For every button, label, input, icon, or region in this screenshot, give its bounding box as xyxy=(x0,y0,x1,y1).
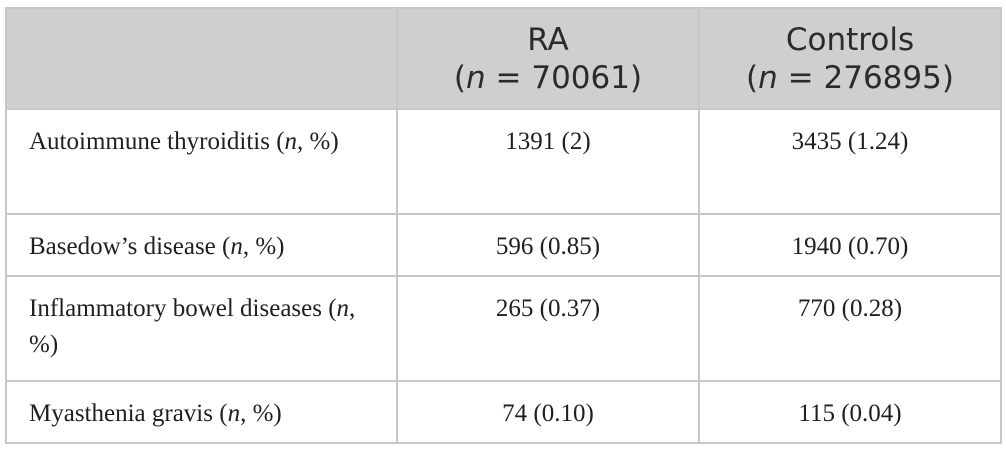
row-label: Inflammatory bowel diseases (n, %) xyxy=(5,275,398,382)
row-label: Myasthenia gravis (n, %) xyxy=(5,380,398,444)
comorbidity-table-container: RA (n = 70061) Controls (n = 276895) Aut… xyxy=(5,7,1002,444)
comorbidity-table: RA (n = 70061) Controls (n = 276895) Aut… xyxy=(5,7,1002,444)
controls-value: 3435 (1.24) xyxy=(698,108,1002,215)
ra-value: 1391 (2) xyxy=(396,108,700,215)
table-row: Basedow’s disease (n, %) 596 (0.85) 1940… xyxy=(5,213,1002,277)
ra-value: 265 (0.37) xyxy=(396,275,700,382)
header-controls-n: n xyxy=(758,59,778,96)
header-controls-name: Controls xyxy=(785,21,915,58)
row-label-text: Autoimmune thyroiditis ( xyxy=(29,128,285,155)
row-label-n: n xyxy=(284,128,298,155)
table-body: Autoimmune thyroiditis (n, %) 1391 (2) 3… xyxy=(5,108,1002,444)
header-ra-name: RA xyxy=(527,21,569,58)
header-controls-open: ( xyxy=(746,59,759,96)
row-label-n: n xyxy=(230,233,243,260)
header-controls-count: (n = 276895) xyxy=(710,59,990,97)
row-label-tail: , %) xyxy=(242,233,285,260)
controls-value: 770 (0.28) xyxy=(698,275,1002,382)
row-label-text: Inflammatory bowel diseases ( xyxy=(29,295,337,322)
ra-value: 596 (0.85) xyxy=(396,213,700,277)
header-controls: Controls (n = 276895) xyxy=(698,7,1002,110)
controls-value: 1940 (0.70) xyxy=(698,213,1002,277)
header-ra-n: n xyxy=(466,59,486,96)
header-ra: RA (n = 70061) xyxy=(396,7,700,110)
header-empty-cell xyxy=(5,7,398,110)
row-label-tail: , %) xyxy=(240,400,282,427)
header-ra-n-value: = 70061) xyxy=(485,59,643,96)
header-row: RA (n = 70061) Controls (n = 276895) xyxy=(5,7,1002,110)
row-label-tail: , %) xyxy=(29,295,356,358)
row-label-n: n xyxy=(227,400,241,427)
row-label-text: Basedow’s disease ( xyxy=(29,233,231,260)
row-label: Basedow’s disease (n, %) xyxy=(5,213,398,277)
table-row: Autoimmune thyroiditis (n, %) 1391 (2) 3… xyxy=(5,108,1002,215)
row-label-tail: , %) xyxy=(297,128,339,155)
table-row: Inflammatory bowel diseases (n, %) 265 (… xyxy=(5,275,1002,382)
ra-value: 74 (0.10) xyxy=(396,380,700,444)
controls-value: 115 (0.04) xyxy=(698,380,1002,444)
table-header: RA (n = 70061) Controls (n = 276895) xyxy=(5,7,1002,110)
header-ra-open: ( xyxy=(453,59,467,96)
row-label: Autoimmune thyroiditis (n, %) xyxy=(5,108,398,215)
table-row: Myasthenia gravis (n, %) 74 (0.10) 115 (… xyxy=(5,380,1002,444)
row-label-text: Myasthenia gravis ( xyxy=(29,400,228,427)
row-label-n: n xyxy=(336,295,350,322)
header-ra-count: (n = 70061) xyxy=(408,59,688,97)
header-controls-n-value: = 276895) xyxy=(777,59,954,96)
